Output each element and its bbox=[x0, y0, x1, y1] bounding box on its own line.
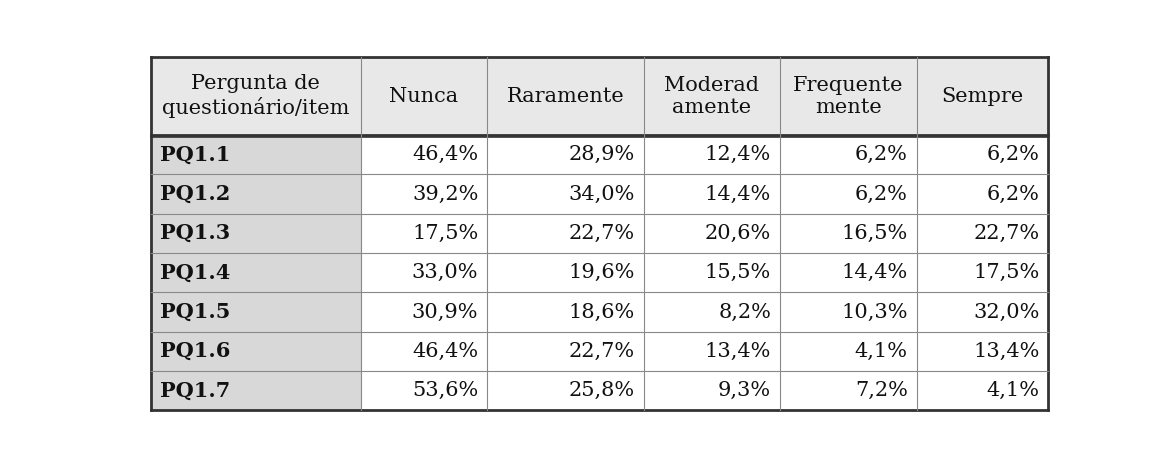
Bar bbox=[488, 174, 644, 213]
Bar bbox=[780, 292, 917, 332]
Text: 8,2%: 8,2% bbox=[718, 302, 771, 321]
Bar bbox=[644, 292, 780, 332]
Text: 22,7%: 22,7% bbox=[973, 224, 1039, 243]
Text: 10,3%: 10,3% bbox=[841, 302, 908, 321]
Bar bbox=[917, 292, 1048, 332]
Bar bbox=[780, 135, 917, 174]
Text: PQ1.4: PQ1.4 bbox=[160, 263, 230, 282]
Bar bbox=[644, 332, 780, 371]
Bar bbox=[644, 371, 780, 410]
Text: Sempre: Sempre bbox=[942, 87, 1024, 106]
Bar bbox=[917, 253, 1048, 292]
Bar bbox=[780, 371, 917, 410]
Bar bbox=[488, 213, 644, 253]
Text: 22,7%: 22,7% bbox=[569, 224, 634, 243]
Text: 14,4%: 14,4% bbox=[841, 263, 908, 282]
Bar bbox=[780, 174, 917, 213]
Text: Raramente: Raramente bbox=[507, 87, 625, 106]
Text: PQ1.2: PQ1.2 bbox=[160, 184, 230, 204]
Bar bbox=[780, 57, 917, 135]
Text: Frequente
mente: Frequente mente bbox=[793, 75, 903, 117]
Bar bbox=[488, 332, 644, 371]
Bar bbox=[360, 292, 488, 332]
Text: 12,4%: 12,4% bbox=[704, 145, 771, 164]
Text: 28,9%: 28,9% bbox=[569, 145, 634, 164]
Text: 20,6%: 20,6% bbox=[704, 224, 771, 243]
Text: 53,6%: 53,6% bbox=[412, 381, 479, 400]
Text: 19,6%: 19,6% bbox=[569, 263, 634, 282]
Text: 32,0%: 32,0% bbox=[973, 302, 1039, 321]
Bar bbox=[360, 135, 488, 174]
Text: PQ1.7: PQ1.7 bbox=[160, 381, 230, 400]
Text: 46,4%: 46,4% bbox=[412, 145, 479, 164]
Text: 7,2%: 7,2% bbox=[855, 381, 908, 400]
Text: 15,5%: 15,5% bbox=[704, 263, 771, 282]
Bar bbox=[917, 174, 1048, 213]
Bar bbox=[917, 213, 1048, 253]
Bar bbox=[488, 371, 644, 410]
Bar bbox=[917, 135, 1048, 174]
Text: 16,5%: 16,5% bbox=[841, 224, 908, 243]
Bar bbox=[644, 135, 780, 174]
Text: 39,2%: 39,2% bbox=[412, 184, 479, 203]
Bar bbox=[151, 174, 360, 213]
Text: 17,5%: 17,5% bbox=[973, 263, 1039, 282]
Text: 30,9%: 30,9% bbox=[412, 302, 479, 321]
Text: 22,7%: 22,7% bbox=[569, 342, 634, 361]
Bar bbox=[780, 253, 917, 292]
Bar bbox=[780, 213, 917, 253]
Bar bbox=[360, 371, 488, 410]
Bar bbox=[151, 213, 360, 253]
Bar bbox=[360, 332, 488, 371]
Bar bbox=[644, 57, 780, 135]
Text: Pergunta de
questionário/item: Pergunta de questionário/item bbox=[161, 75, 350, 118]
Text: 6,2%: 6,2% bbox=[855, 184, 908, 203]
Bar bbox=[151, 292, 360, 332]
Text: 25,8%: 25,8% bbox=[569, 381, 634, 400]
Text: 46,4%: 46,4% bbox=[412, 342, 479, 361]
Bar bbox=[488, 135, 644, 174]
Text: 13,4%: 13,4% bbox=[704, 342, 771, 361]
Text: 6,2%: 6,2% bbox=[986, 184, 1039, 203]
Text: Nunca: Nunca bbox=[390, 87, 459, 106]
Text: 33,0%: 33,0% bbox=[412, 263, 479, 282]
Bar bbox=[151, 332, 360, 371]
Text: 17,5%: 17,5% bbox=[412, 224, 479, 243]
Text: 4,1%: 4,1% bbox=[986, 381, 1039, 400]
Text: PQ1.5: PQ1.5 bbox=[160, 302, 230, 322]
Bar bbox=[360, 213, 488, 253]
Bar bbox=[151, 371, 360, 410]
Bar bbox=[488, 253, 644, 292]
Text: 6,2%: 6,2% bbox=[855, 145, 908, 164]
Bar bbox=[360, 174, 488, 213]
Text: PQ1.1: PQ1.1 bbox=[160, 144, 230, 165]
Text: 18,6%: 18,6% bbox=[569, 302, 634, 321]
Bar bbox=[780, 332, 917, 371]
Text: 9,3%: 9,3% bbox=[718, 381, 771, 400]
Bar bbox=[917, 371, 1048, 410]
Text: Moderad
amente: Moderad amente bbox=[665, 75, 759, 117]
Bar bbox=[488, 57, 644, 135]
Text: PQ1.3: PQ1.3 bbox=[160, 223, 230, 244]
Bar bbox=[151, 135, 360, 174]
Text: 6,2%: 6,2% bbox=[986, 145, 1039, 164]
Bar bbox=[917, 332, 1048, 371]
Bar bbox=[644, 174, 780, 213]
Bar bbox=[151, 253, 360, 292]
Bar bbox=[644, 253, 780, 292]
Text: 14,4%: 14,4% bbox=[704, 184, 771, 203]
Text: PQ1.6: PQ1.6 bbox=[160, 341, 230, 361]
Bar bbox=[360, 253, 488, 292]
Text: 34,0%: 34,0% bbox=[569, 184, 634, 203]
Bar bbox=[917, 57, 1048, 135]
Bar bbox=[488, 292, 644, 332]
Bar bbox=[360, 57, 488, 135]
Text: 13,4%: 13,4% bbox=[973, 342, 1039, 361]
Text: 4,1%: 4,1% bbox=[854, 342, 908, 361]
Bar bbox=[644, 213, 780, 253]
Bar bbox=[151, 57, 360, 135]
